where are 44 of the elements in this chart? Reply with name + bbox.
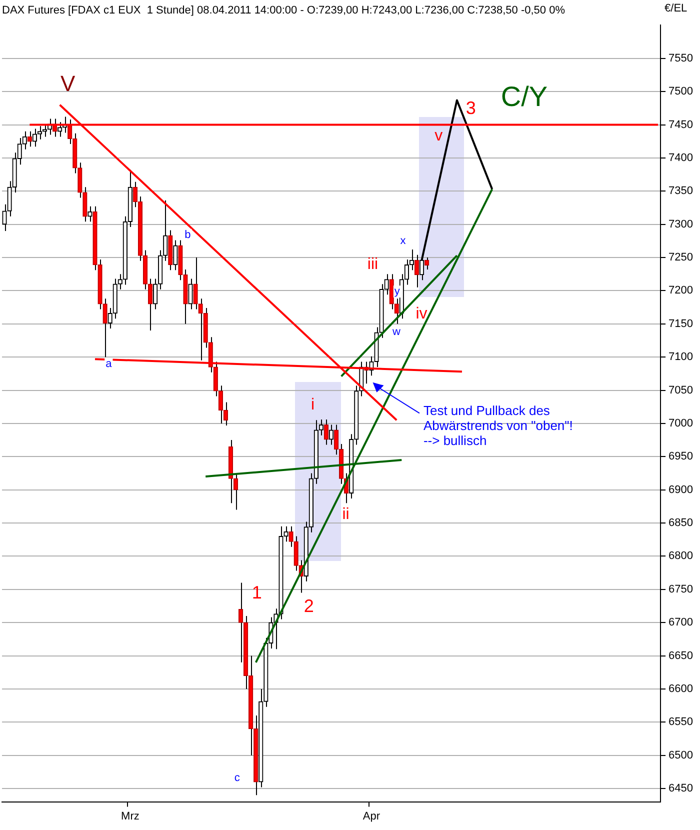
y-tick-label: 7350 [668, 185, 694, 198]
annotation: Test und Pullback des Abwärstrends von "oben"! --> bullisch [423, 403, 573, 448]
y-tick-label: 6550 [668, 716, 694, 728]
annotation: i [311, 396, 315, 414]
annotation: 1 [252, 582, 262, 603]
y-tick-label: 7000 [668, 417, 694, 430]
annotation: iii [367, 256, 378, 273]
y-tick-label: 7250 [668, 252, 694, 264]
annotation: C/Y [500, 80, 548, 112]
y-tick-label: 6750 [668, 583, 694, 596]
annotation: b [184, 228, 191, 241]
y-tick-label: 6800 [668, 550, 694, 562]
x-tick-label: Apr [362, 810, 380, 822]
y-tick-label: 6900 [668, 484, 694, 496]
y-tick-label: 7100 [668, 351, 694, 364]
annotation: w [391, 326, 400, 338]
y-tick-label: 7500 [668, 86, 694, 98]
y-tick-label: 6650 [668, 650, 694, 662]
y-tick-label: 6450 [668, 782, 694, 795]
y-tick-label: 7550 [668, 52, 694, 64]
annotation: 2 [304, 596, 314, 616]
y-axis-title: €/EL [664, 2, 688, 15]
annotation: v [434, 128, 443, 145]
annotation: iv [416, 306, 428, 322]
x-tick-label: Mrz [121, 810, 140, 822]
y-tick-label: 7300 [668, 218, 694, 230]
y-tick-label: 6600 [668, 682, 694, 695]
annotation: x [400, 235, 406, 248]
y-tick-label: 7150 [668, 318, 694, 330]
chart-title: DAX Futures [FDAX c1 EUX 1 Stunde] 08.04.2011 14:00:00 - O:7239,00 H:7243,00 L:7236,00 C:7238,50 -0,50 0% [2, 4, 566, 17]
annotation: a [106, 358, 113, 370]
y-tick-label: 6850 [668, 517, 694, 530]
annotation: 3 [466, 98, 476, 118]
annotation: c [234, 772, 240, 784]
y-tick-label: 7400 [668, 152, 694, 164]
y-tick-label: 7450 [668, 118, 694, 131]
annotation: V [60, 71, 76, 96]
annotation: ii [342, 506, 350, 523]
y-tick-label: 6700 [668, 616, 694, 629]
annotation: y [394, 286, 400, 298]
y-tick-label: 7050 [668, 384, 694, 396]
y-tick-label: 6950 [668, 450, 694, 463]
y-tick-label: 6500 [668, 749, 694, 762]
y-tick-label: 7200 [668, 284, 694, 297]
